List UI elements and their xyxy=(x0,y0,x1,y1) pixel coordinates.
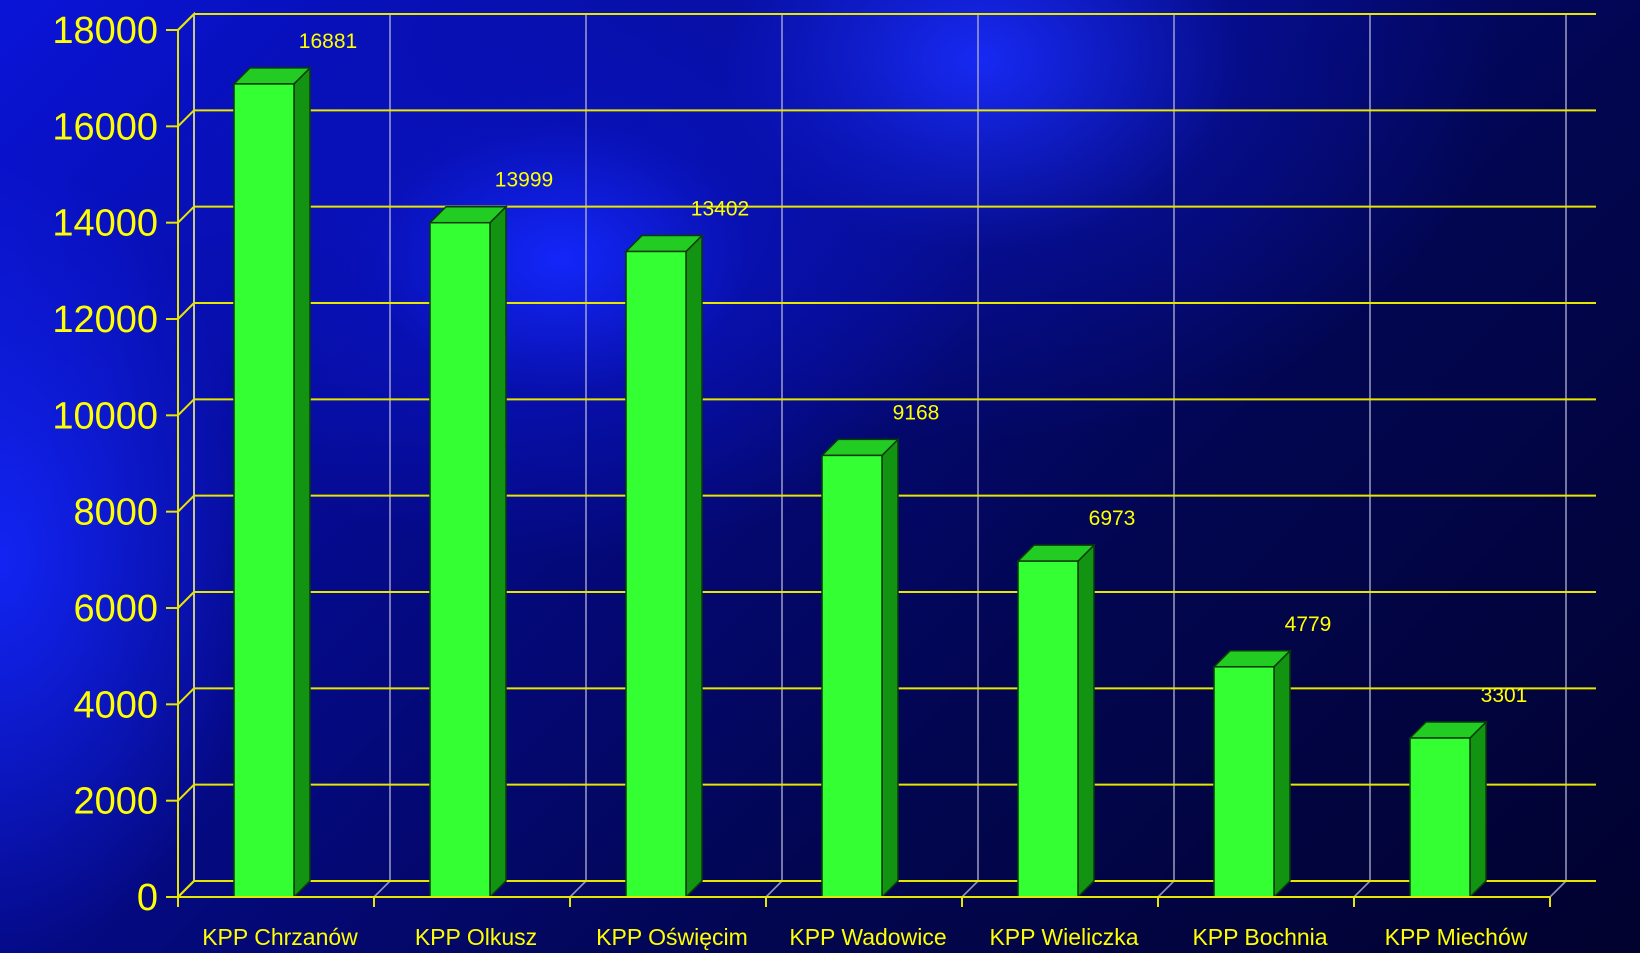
floor-gridline xyxy=(1157,880,1175,898)
y-tick-label: 18000 xyxy=(52,10,158,52)
data-labels: 16881 13999 13402 9168 6973 4779 3301 xyxy=(299,30,1528,707)
data-label: 13999 xyxy=(495,169,553,192)
x-tick-label: KPP Bochnia xyxy=(1192,924,1327,950)
bar xyxy=(1408,720,1488,899)
bar-front xyxy=(625,250,687,898)
x-tick-label: KPP Oświęcim xyxy=(596,924,748,950)
bar-front xyxy=(429,221,491,898)
bar xyxy=(1016,543,1096,899)
side-gridline xyxy=(177,591,195,609)
x-tick-label: KPP Chrzanów xyxy=(202,924,358,950)
y-axis-ticks: 0 2000 4000 6000 8000 10000 12000 14000 16000 180… xyxy=(52,10,178,919)
data-label: 9168 xyxy=(893,401,940,424)
x-tick-label: KPP Miechów xyxy=(1385,924,1528,950)
side-gridline xyxy=(177,398,195,417)
x-tick-label: KPP Wieliczka xyxy=(989,924,1138,950)
side-gridline xyxy=(177,783,195,802)
y-tick-label: 10000 xyxy=(52,395,158,437)
floor-gridline xyxy=(569,880,587,898)
bar-side xyxy=(1469,720,1487,899)
data-label: 16881 xyxy=(299,30,357,53)
bar xyxy=(232,66,312,899)
data-label: 4779 xyxy=(1285,613,1332,636)
bar-side xyxy=(881,437,899,899)
y-tick-label: 16000 xyxy=(52,106,158,148)
floor-gridline xyxy=(1549,880,1567,898)
bar-side xyxy=(489,204,507,899)
bar-side xyxy=(1077,543,1095,899)
side-gridline xyxy=(177,109,195,128)
bar xyxy=(428,204,508,899)
bar xyxy=(624,233,704,899)
y-tick-label: 6000 xyxy=(73,588,158,630)
side-gridline xyxy=(177,687,195,706)
x-tick-label: KPP Olkusz xyxy=(415,924,537,950)
side-gridline xyxy=(177,494,195,513)
bar-side xyxy=(685,233,703,899)
y-tick-label: 4000 xyxy=(73,684,158,726)
bar-front xyxy=(1017,560,1079,898)
data-label: 3301 xyxy=(1481,684,1528,707)
bars-layer xyxy=(232,66,1488,899)
bar-front xyxy=(233,83,295,898)
y-tick-label: 2000 xyxy=(73,781,158,823)
y-tick-label: 12000 xyxy=(52,299,158,341)
side-gridline xyxy=(177,205,195,224)
side-gridline xyxy=(177,13,195,31)
x-axis-ticks: KPP Chrzanów KPP Olkusz KPP Oświęcim KPP Wa… xyxy=(177,896,1551,950)
bar xyxy=(1212,649,1292,899)
bar xyxy=(820,437,900,899)
bar-side xyxy=(1273,649,1291,899)
bar-side xyxy=(293,66,311,899)
floor-gridline xyxy=(961,880,979,898)
side-gridline xyxy=(177,880,195,898)
floor-gridline xyxy=(1353,880,1371,898)
bar-front xyxy=(1213,666,1275,898)
data-label: 6973 xyxy=(1089,507,1136,530)
y-tick-label: 0 xyxy=(137,877,158,919)
y-tick-label: 8000 xyxy=(73,492,158,534)
side-wall xyxy=(177,11,195,900)
data-label: 13402 xyxy=(691,197,749,220)
side-gridline xyxy=(177,302,195,320)
x-tick-label: KPP Wadowice xyxy=(789,924,946,950)
bar-front xyxy=(821,454,883,898)
bar-front xyxy=(1409,737,1471,898)
floor-gridline xyxy=(373,880,391,898)
floor-gridline xyxy=(765,880,783,898)
y-tick-label: 14000 xyxy=(52,203,158,245)
